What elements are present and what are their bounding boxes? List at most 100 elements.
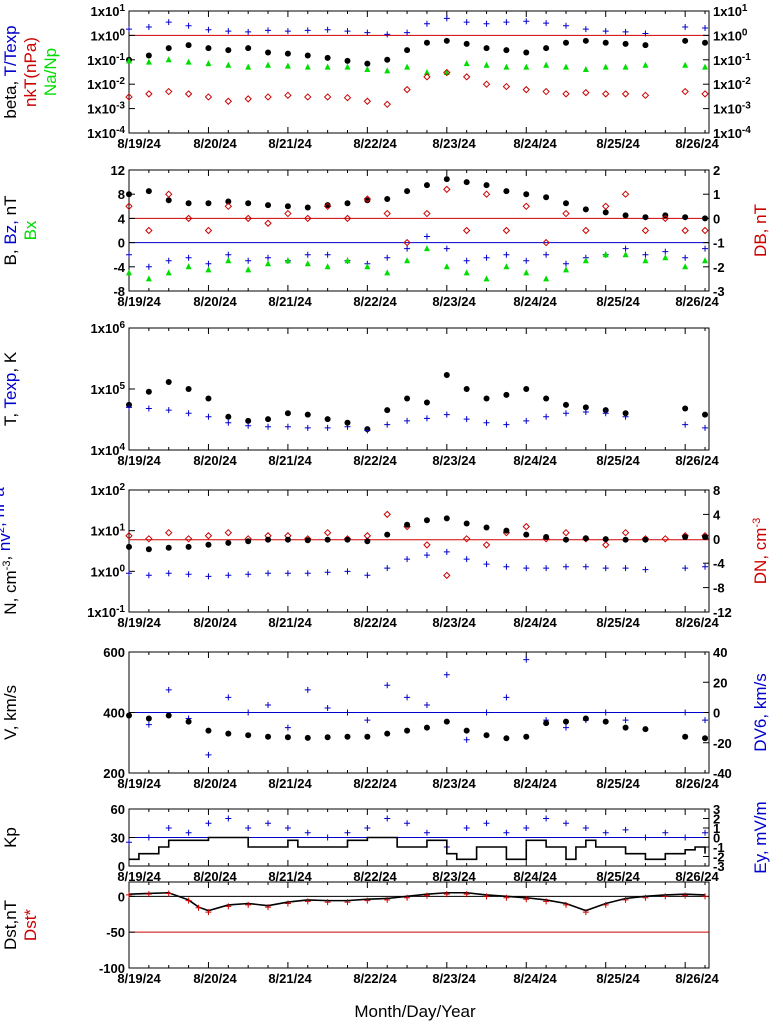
x-tick-label: 8/25/24 — [596, 869, 640, 884]
data-point — [304, 898, 311, 905]
data-point — [265, 820, 272, 827]
x-tick-labels: 8/19/24 8/20/24 8/21/24 8/22/24 8/23/24 8/24/… — [117, 869, 719, 884]
x-tick-label: 8/21/24 — [268, 453, 312, 468]
data-point — [423, 517, 430, 524]
data-point — [702, 257, 709, 264]
data-point — [324, 834, 331, 841]
data-point — [185, 897, 192, 904]
data-point — [245, 257, 252, 264]
data-point — [702, 717, 709, 724]
data-point — [682, 533, 689, 540]
data-point — [622, 212, 629, 219]
data-point — [543, 898, 550, 905]
data-point — [265, 61, 272, 68]
data-point — [483, 275, 490, 282]
y-axis-label: Dst* — [21, 909, 40, 942]
y-tick-label: -50 — [106, 925, 125, 940]
data-point — [323, 93, 332, 101]
data-point — [503, 527, 510, 534]
data-point — [423, 39, 430, 46]
data-point — [304, 52, 311, 59]
y-tick-label: -1 — [713, 840, 725, 855]
y-tick-label: 0 — [118, 236, 125, 251]
data-point — [463, 179, 470, 186]
x-tick-label: 8/22/24 — [353, 615, 397, 630]
data-point — [443, 718, 450, 725]
data-point — [384, 254, 391, 261]
series-line — [129, 836, 706, 861]
y-tick-label: 1x105 — [91, 381, 126, 397]
series-blue — [126, 548, 709, 580]
x-tick-label: 8/25/24 — [596, 136, 640, 151]
data-point — [205, 266, 212, 273]
data-point — [205, 727, 212, 734]
data-point — [145, 24, 152, 31]
x-tick-labels: 8/19/24 8/20/24 8/21/24 8/22/24 8/23/24 8/24/… — [117, 453, 719, 468]
x-tick-label: 8/26/24 — [675, 971, 719, 986]
x-tick-label: 8/20/24 — [193, 136, 237, 151]
data-point — [304, 734, 311, 741]
data-point — [284, 50, 291, 57]
series-red — [125, 185, 709, 247]
panel-beta: 1x101 1x100 1x10-1 1x10-2 1x10-3 1x10-4 1x101 1… — [1, 3, 751, 151]
x-tick-label: 8/19/24 — [117, 136, 161, 151]
data-point — [344, 419, 351, 426]
data-point — [523, 825, 530, 831]
y-tick-label: 2 — [713, 812, 720, 827]
data-point — [265, 49, 272, 56]
data-point — [304, 829, 311, 836]
y-tick-label: 1x100 — [91, 563, 126, 579]
y-tick-label: 400 — [103, 706, 125, 721]
data-point — [185, 200, 192, 207]
y-tick-label: 8 — [118, 187, 125, 202]
data-point — [364, 733, 371, 740]
data-point — [443, 37, 450, 44]
y-tick-label: 1x10-1 — [713, 52, 751, 68]
y-axis-label-right: Ey, mV/m — [751, 801, 770, 873]
data-point — [165, 56, 172, 63]
data-point — [642, 726, 649, 733]
data-point — [463, 19, 470, 26]
x-tick-label: 8/21/24 — [268, 615, 312, 630]
data-point — [503, 563, 510, 570]
data-point — [443, 411, 450, 418]
data-point — [522, 202, 530, 211]
data-point — [602, 39, 609, 46]
data-point — [582, 408, 589, 415]
data-point — [165, 570, 172, 577]
series-green — [126, 245, 709, 282]
data-point — [622, 63, 629, 70]
data-point — [483, 820, 490, 827]
x-tick-label: 8/20/24 — [193, 776, 237, 791]
data-point — [126, 57, 132, 64]
data-point — [463, 727, 470, 734]
data-point — [543, 61, 550, 68]
data-point — [344, 733, 351, 740]
data-point — [602, 709, 609, 716]
x-tick-label: 8/25/24 — [596, 776, 640, 791]
data-point — [304, 214, 312, 223]
x-tick-label: 8/21/24 — [268, 971, 312, 986]
series-red — [126, 890, 709, 916]
y-tick-label: 1x102 — [91, 482, 126, 498]
data-point — [284, 410, 291, 417]
data-point — [145, 226, 153, 235]
data-point — [423, 182, 430, 189]
plot-frame — [128, 489, 710, 613]
data-point — [225, 257, 232, 264]
data-point — [582, 257, 589, 264]
data-point — [503, 694, 510, 701]
x-tick-label: 8/24/24 — [513, 453, 557, 468]
data-point — [682, 405, 689, 412]
data-point — [483, 45, 490, 52]
data-point — [245, 538, 252, 545]
data-point — [582, 535, 589, 542]
data-point — [443, 176, 450, 183]
data-point — [602, 209, 609, 216]
y-axis-label: beta, T/Texp — [1, 25, 20, 118]
y-tick-label: -20 — [713, 736, 732, 751]
data-point — [324, 734, 331, 741]
data-point — [265, 254, 272, 261]
data-point — [641, 91, 650, 100]
data-point — [324, 569, 331, 576]
